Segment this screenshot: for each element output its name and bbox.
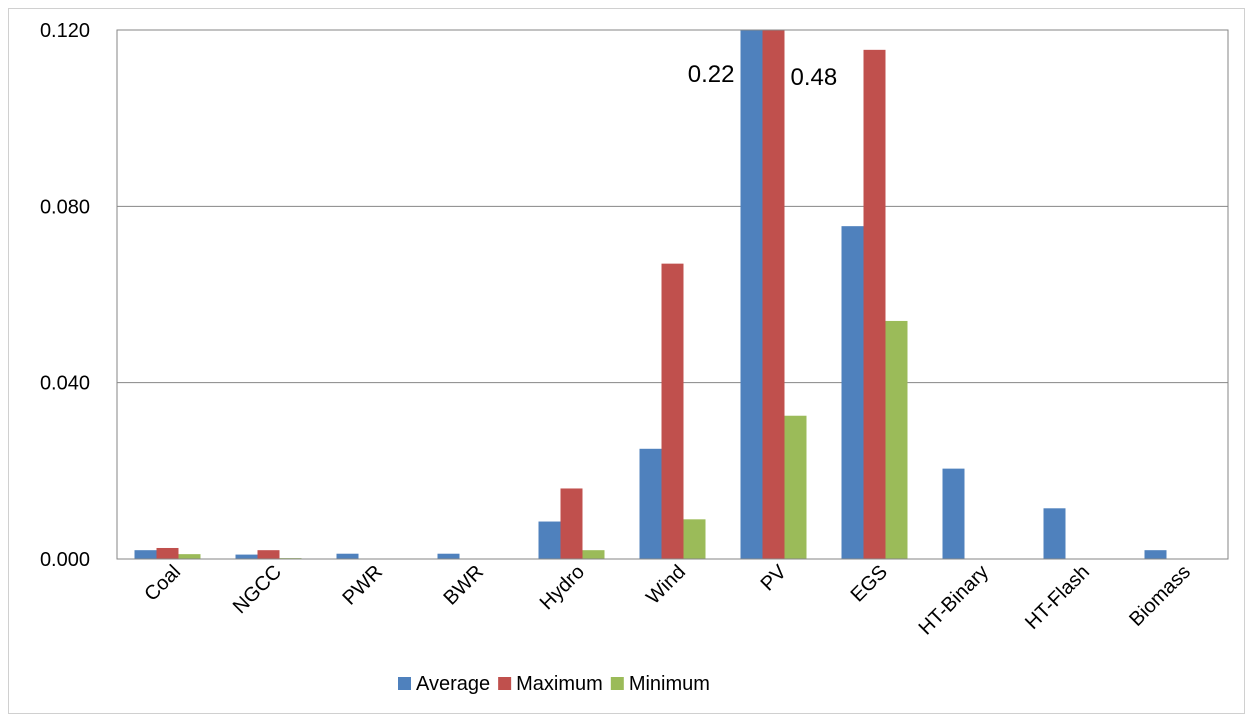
x-category-label: HT-Flash (1021, 561, 1094, 634)
annotation-pv-average: 0.22 (688, 61, 735, 88)
x-category-label: Wind (642, 561, 690, 609)
legend-swatch-minimum (610, 677, 624, 690)
bar-ht-binary-average (942, 468, 965, 559)
x-category-label: BWR (439, 561, 488, 610)
legend-swatch-maximum (498, 677, 512, 690)
x-axis-category-labels: Coal NGCC PWR BWR Hydro Wind PV EGS HT-Binary HT-… (140, 561, 1195, 640)
x-category-label: EGS (847, 561, 892, 606)
x-category-label: Coal (140, 561, 185, 606)
bar-wind-minimum (683, 519, 706, 559)
bar-wind-maximum (661, 263, 684, 559)
bar-ngcc-maximum (257, 550, 280, 559)
bar-pv-average (740, 30, 763, 559)
bars (134, 30, 1167, 560)
x-category-label: Hydro (536, 561, 589, 614)
bar-pv-maximum (762, 30, 785, 559)
y-tick-label: 0.000 (40, 549, 90, 571)
legend-label-maximum: Maximum (516, 673, 603, 695)
bar-biomass-average (1144, 550, 1167, 559)
y-tick-label: 0.120 (40, 20, 90, 42)
x-category-label: PV (757, 561, 792, 596)
legend-label-average: Average (416, 673, 490, 695)
annotation-pv-maximum: 0.48 (791, 64, 838, 91)
x-category-label: NGCC (229, 561, 286, 618)
bar-hydro-maximum (560, 488, 583, 559)
chart-frame (8, 8, 1245, 714)
bar-bwr-average (437, 553, 460, 559)
bar-wind-average (639, 448, 662, 559)
bar-egs-average (841, 226, 864, 559)
legend-label-minimum: Minimum (629, 673, 710, 695)
bar-hydro-average (538, 521, 561, 559)
bar-pwr-average (336, 553, 359, 559)
bar-ht-flash-average (1043, 508, 1066, 559)
bar-hydro-minimum (582, 550, 605, 559)
legend-swatch-average (398, 677, 411, 690)
bar-coal-minimum (178, 554, 201, 559)
legend: Average Maximum Minimum (398, 673, 710, 695)
plot-area-border (116, 29, 1229, 560)
bar-pv-minimum (784, 415, 807, 559)
y-tick-label: 0.080 (40, 196, 90, 218)
x-category-label: PWR (338, 561, 387, 610)
y-tick-label: 0.040 (40, 373, 90, 395)
bar-ngcc-average (235, 554, 258, 559)
x-category-label: HT-Binary (915, 561, 993, 639)
annotations: 0.22 0.48 (688, 61, 837, 91)
bar-coal-maximum (156, 547, 179, 559)
y-axis-tick-labels: 0.000 0.040 0.080 0.120 (40, 20, 90, 571)
bar-coal-average (134, 550, 157, 559)
bar-egs-maximum (863, 49, 886, 560)
bar-egs-minimum (885, 320, 908, 559)
x-category-label: Biomass (1125, 561, 1195, 631)
